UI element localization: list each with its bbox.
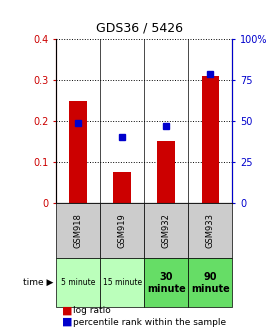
Bar <box>202 76 219 203</box>
Bar <box>56 203 100 258</box>
Bar <box>100 203 144 258</box>
Bar <box>144 203 188 258</box>
Bar <box>69 101 87 203</box>
Bar <box>113 172 131 203</box>
Bar <box>100 258 144 307</box>
Bar <box>188 203 232 258</box>
Text: ■: ■ <box>62 306 72 316</box>
Text: GDS36 / 5426: GDS36 / 5426 <box>97 21 183 34</box>
Text: log ratio: log ratio <box>73 306 111 315</box>
Text: time ▶: time ▶ <box>23 278 53 287</box>
Text: ■: ■ <box>62 317 72 327</box>
Bar <box>157 141 175 203</box>
Bar <box>144 258 188 307</box>
Text: percentile rank within the sample: percentile rank within the sample <box>73 318 226 327</box>
Text: GSM933: GSM933 <box>206 213 215 248</box>
Bar <box>56 258 100 307</box>
Text: 15 minute: 15 minute <box>102 278 142 287</box>
Text: 30
minute: 30 minute <box>147 272 186 294</box>
Text: 5 minute: 5 minute <box>61 278 95 287</box>
Text: GSM932: GSM932 <box>162 213 171 248</box>
Bar <box>188 258 232 307</box>
Text: GSM918: GSM918 <box>74 213 83 248</box>
Text: GSM919: GSM919 <box>118 213 127 248</box>
Text: 90
minute: 90 minute <box>191 272 230 294</box>
